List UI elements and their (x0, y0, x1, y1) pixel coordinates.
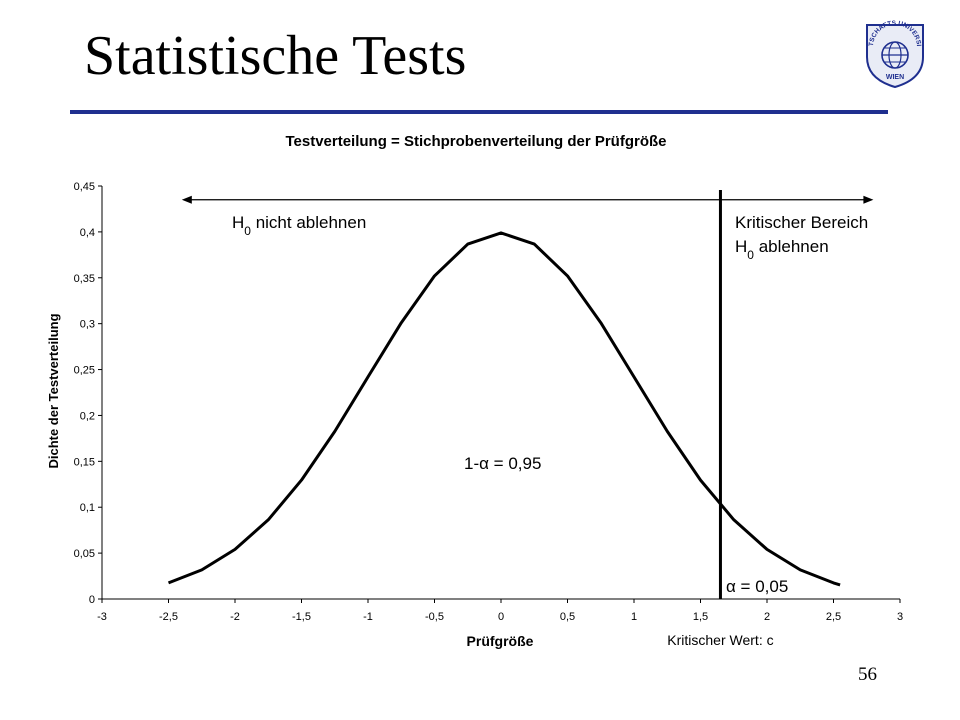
y-tick-label: 0,1 (80, 502, 95, 514)
y-tick-label: 0,4 (80, 227, 95, 239)
critical-region-label: Kritischer Bereich (735, 213, 868, 232)
x-tick-label: -0,5 (425, 611, 444, 623)
x-tick-label: 3 (897, 611, 903, 623)
chart-title: Testverteilung = Stichprobenverteilung d… (285, 133, 666, 150)
reject-probability-label: α = 0,05 (726, 577, 788, 596)
y-tick-label: 0,3 (80, 319, 95, 331)
y-tick-label: 0 (89, 594, 95, 606)
reject-h0-label: H0 ablehnen (735, 237, 829, 262)
x-tick-label: -3 (97, 611, 107, 623)
logo-text-bottom: WIEN (886, 74, 904, 81)
density-curve (167, 231, 841, 587)
x-tick-label: -1,5 (292, 611, 311, 623)
page-number: 56 (858, 664, 877, 685)
x-tick-label: -2 (230, 611, 240, 623)
y-tick-label: 0,15 (74, 456, 95, 468)
chart-axes: 0 0,05 0,1 0,15 0,2 0,25 0,3 0,35 0,4 0,45 -3 -2,5 -… (74, 181, 903, 623)
y-tick-label: 0,25 (74, 365, 95, 377)
y-tick-label: 0,45 (74, 181, 95, 193)
x-tick-label: 1,5 (693, 611, 708, 623)
slide-title: Statistische Tests (84, 25, 467, 87)
accept-probability-label: 1-α = 0,95 (464, 454, 541, 473)
university-logo-icon: WIRTSCHAFTS UNIVERSITÄT WIEN (863, 17, 924, 89)
x-tick-label: 2 (764, 611, 770, 623)
critical-value-label: Kritischer Wert: c (667, 632, 773, 648)
x-axis-label: Prüfgröße (467, 633, 534, 649)
x-tick-label: 1 (631, 611, 637, 623)
x-tick-label: -2,5 (159, 611, 178, 623)
arrow-head-right-icon (863, 195, 874, 204)
accept-region-label: H0 nicht ablehnen (232, 213, 366, 238)
x-tick-label: 0 (498, 611, 504, 623)
x-tick-label: 0,5 (560, 611, 575, 623)
arrow-head-left-icon (181, 195, 192, 204)
y-tick-label: 0,05 (74, 548, 95, 560)
y-axis-label: Dichte der Testverteilung (46, 313, 61, 468)
y-tick-label: 0,2 (80, 410, 95, 422)
x-tick-label: 2,5 (826, 611, 841, 623)
y-tick-label: 0,35 (74, 273, 95, 285)
title-underline (70, 110, 888, 114)
x-tick-label: -1 (363, 611, 373, 623)
chart-marks (167, 190, 874, 599)
